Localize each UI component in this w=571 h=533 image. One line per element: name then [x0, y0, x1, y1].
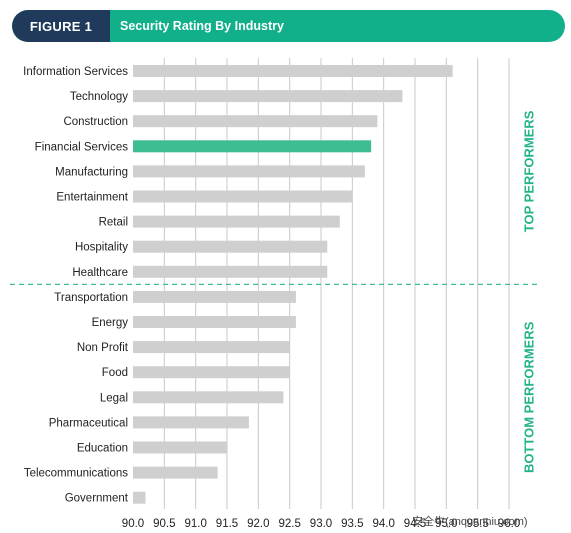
figure-banner: FIGURE 1 Security Rating By Industry	[12, 10, 565, 42]
bar	[133, 366, 290, 379]
category-label: Energy	[92, 317, 129, 329]
bar	[133, 416, 249, 429]
bar	[133, 466, 218, 479]
category-label: Technology	[70, 91, 128, 103]
bar	[133, 265, 328, 278]
category-label: Transportation	[54, 292, 128, 304]
x-tick-label: 93.0	[310, 518, 332, 530]
bar	[133, 391, 284, 404]
category-label: Entertainment	[56, 192, 128, 204]
category-label: Manufacturing	[55, 166, 128, 178]
category-label: Education	[77, 443, 128, 455]
x-tick-label: 90.0	[122, 518, 144, 530]
category-label: Legal	[100, 392, 128, 404]
category-label: Hospitality	[75, 242, 128, 254]
bar	[133, 441, 227, 454]
bar	[133, 190, 353, 203]
bar	[133, 115, 378, 128]
x-tick-label: 94.5	[404, 518, 426, 530]
category-label: Healthcare	[72, 267, 128, 279]
x-tick-label: 95.5	[466, 518, 488, 530]
bar	[133, 341, 290, 354]
x-tick-label: 94.0	[372, 518, 394, 530]
figure-label: FIGURE 1	[12, 10, 110, 42]
x-tick-label: 92.0	[247, 518, 269, 530]
x-tick-label: 91.0	[184, 518, 206, 530]
x-tick-label: 96.0	[498, 518, 520, 530]
category-label: Information Services	[23, 66, 128, 78]
group-label-top: TOP PERFORMERS	[521, 110, 536, 232]
x-tick-label: 93.5	[341, 518, 363, 530]
x-tick-label: 92.5	[278, 518, 300, 530]
x-tick-label: 90.5	[153, 518, 175, 530]
category-label: Government	[65, 493, 129, 505]
bar	[133, 165, 365, 178]
bar	[133, 316, 296, 328]
category-label: Telecommunications	[24, 468, 128, 480]
bar	[133, 491, 146, 504]
bar-highlight	[133, 140, 372, 153]
bar	[133, 65, 453, 77]
x-tick-label: 91.5	[216, 518, 238, 530]
category-label: Non Profit	[77, 342, 129, 354]
watermark: 安全牛(anquanniu.com)	[412, 516, 528, 528]
category-label: Pharmaceutical	[49, 417, 128, 429]
category-label: Retail	[99, 217, 128, 229]
bar	[133, 90, 403, 103]
chart-title: Security Rating By Industry	[120, 19, 284, 33]
x-tick-label: 95.0	[435, 518, 457, 530]
category-label: Financial Services	[35, 141, 129, 153]
bar	[133, 240, 328, 253]
group-label-bottom: BOTTOM PERFORMERS	[521, 321, 536, 473]
category-label: Food	[102, 367, 128, 379]
bar	[133, 215, 340, 228]
category-label: Construction	[63, 116, 128, 128]
bar	[133, 290, 296, 303]
